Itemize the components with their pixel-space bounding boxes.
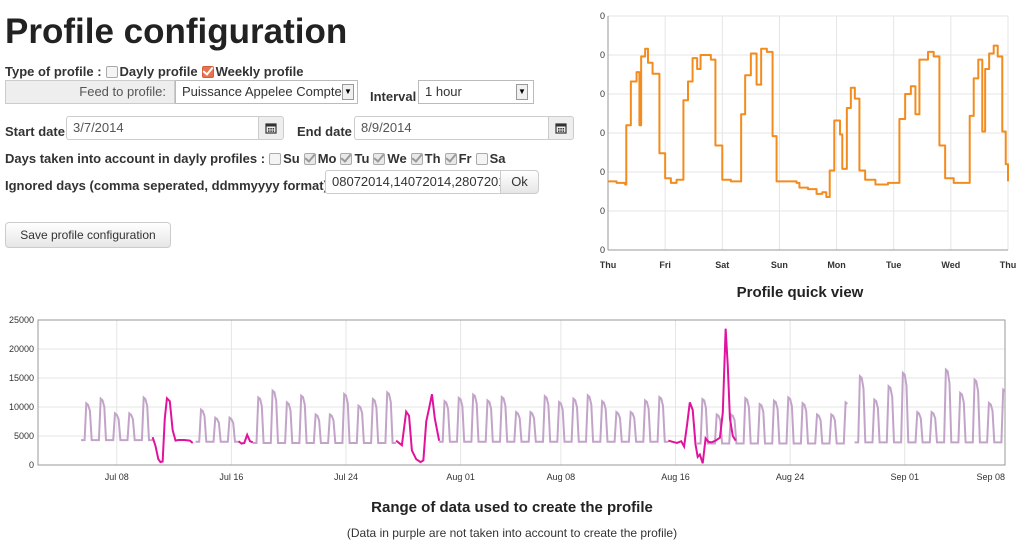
start-date-calendar-button[interactable]	[258, 116, 284, 140]
ok-button[interactable]: Ok	[500, 170, 539, 194]
day-label-mo: Mo	[317, 151, 337, 166]
used-data-line	[81, 395, 153, 442]
feed-label: Feed to profile:	[5, 80, 175, 104]
x-tick-label: Aug 08	[547, 472, 576, 482]
daily-profile-label: Dayly profile	[119, 64, 198, 79]
profile-quick-view-chart: 0 2500 5000 7500 10000 12500 15000 Thu Fri Sat Sun…	[600, 11, 1017, 270]
day-label-we: We	[387, 151, 407, 166]
calendar-icon	[555, 123, 567, 134]
day-label-fr: Fr	[458, 151, 472, 166]
calendar-icon	[265, 123, 277, 134]
weekly-profile-checkbox[interactable]	[201, 65, 214, 78]
start-date-label: Start date	[5, 124, 65, 139]
y-tick-label: 15000	[9, 373, 34, 383]
x-tick-label: Thu	[600, 260, 616, 270]
end-date-input[interactable]: 8/9/2014	[354, 116, 550, 140]
interval-label: Interval	[370, 89, 417, 104]
y-tick-label: 0	[600, 245, 605, 255]
end-date-calendar-button[interactable]	[548, 116, 574, 140]
day-checkbox-we[interactable]	[373, 152, 386, 165]
used-data-line	[195, 407, 239, 443]
x-tick-label: Aug 16	[661, 472, 690, 482]
interval-dropdown-arrow-icon[interactable]: ▼	[516, 84, 528, 100]
day-checkbox-sa[interactable]	[475, 152, 488, 165]
y-tick-label: 10000	[9, 402, 34, 412]
day-checkbox-su[interactable]	[269, 152, 282, 165]
end-date-label: End date	[297, 124, 352, 139]
x-tick-label: Sep 08	[976, 472, 1005, 482]
day-label-tu: Tu	[354, 151, 370, 166]
x-tick-label: Thu	[1000, 260, 1017, 270]
x-tick-label: Jul 08	[105, 472, 129, 482]
y-tick-label: 15000	[600, 11, 605, 21]
x-tick-label: Jul 16	[219, 472, 243, 482]
interval-select-value: 1 hour	[425, 84, 462, 99]
days-row: Days taken into account in dayly profile…	[5, 151, 505, 166]
quick-view-caption: Profile quick view	[736, 284, 864, 301]
y-tick-label: 10000	[600, 89, 605, 99]
day-checkbox-tu[interactable]	[340, 152, 353, 165]
ignored-days-label: Ignored days (comma seperated, ddmmyyyy …	[5, 178, 333, 193]
daily-profile-checkbox[interactable]	[105, 65, 118, 78]
used-data-line	[697, 395, 849, 445]
y-tick-label: 5000	[600, 167, 605, 177]
x-tick-label: Fri	[659, 260, 671, 270]
days-checkbox-group: Su Mo Tu We Th Fr Sa	[265, 151, 505, 166]
range-chart: 0 5000 10000 15000 20000 25000 Jul 08 Jul 16 Jul…	[9, 315, 1006, 482]
y-tick-label: 5000	[14, 431, 34, 441]
day-label-su: Su	[283, 151, 300, 166]
range-chart-caption: Range of data used to create the profile	[371, 499, 653, 516]
days-label: Days taken into account in dayly profile…	[5, 151, 266, 166]
day-label-sa: Sa	[489, 151, 506, 166]
x-tick-label: Sep 01	[890, 472, 919, 482]
x-tick-label: Sun	[771, 260, 788, 270]
profile-type-label: Type of profile :	[5, 64, 102, 79]
plot-frame	[37, 319, 1006, 466]
feed-select-value: Puissance Appelee Compteur	[182, 84, 354, 99]
used-data-line	[439, 392, 669, 443]
y-tick-label: 2500	[600, 206, 605, 216]
save-profile-button[interactable]: Save profile configuration	[5, 222, 171, 248]
ignored-days-input[interactable]: 08072014,14072014,28072014	[325, 170, 502, 194]
day-checkbox-th[interactable]	[410, 152, 423, 165]
day-checkbox-fr[interactable]	[444, 152, 457, 165]
ignored-data-line	[151, 328, 737, 464]
x-tick-label: Wed	[941, 260, 960, 270]
x-tick-label: Jul 24	[334, 472, 358, 482]
range-chart-note: (Data in purple are not taken into accou…	[346, 526, 678, 540]
x-tick-label: Tue	[886, 260, 901, 270]
used-data-line	[854, 367, 1006, 444]
used-data-line	[252, 388, 397, 444]
x-tick-label: Aug 24	[776, 472, 805, 482]
start-date-input[interactable]: 3/7/2014	[66, 116, 260, 140]
profile-type-row: Type of profile : Dayly profile Weekly p…	[5, 64, 303, 79]
y-tick-label: 0	[29, 460, 34, 470]
interval-select[interactable]: 1 hour	[418, 80, 534, 104]
x-tick-label: Sat	[715, 260, 729, 270]
y-tick-label: 12500	[600, 50, 605, 60]
x-tick-label: Aug 01	[446, 472, 475, 482]
feed-dropdown-arrow-icon[interactable]: ▼	[342, 84, 354, 100]
y-tick-label: 7500	[600, 128, 605, 138]
profile-series-line	[608, 44, 1009, 198]
x-tick-label: Mon	[827, 260, 846, 270]
weekly-profile-label: Weekly profile	[215, 64, 304, 79]
day-checkbox-mo[interactable]	[303, 152, 316, 165]
page-title: Profile configuration	[5, 12, 348, 51]
feed-select[interactable]: Puissance Appelee Compteur	[175, 80, 358, 104]
y-tick-label: 20000	[9, 344, 34, 354]
day-label-th: Th	[424, 151, 441, 166]
y-tick-label: 25000	[9, 315, 34, 325]
